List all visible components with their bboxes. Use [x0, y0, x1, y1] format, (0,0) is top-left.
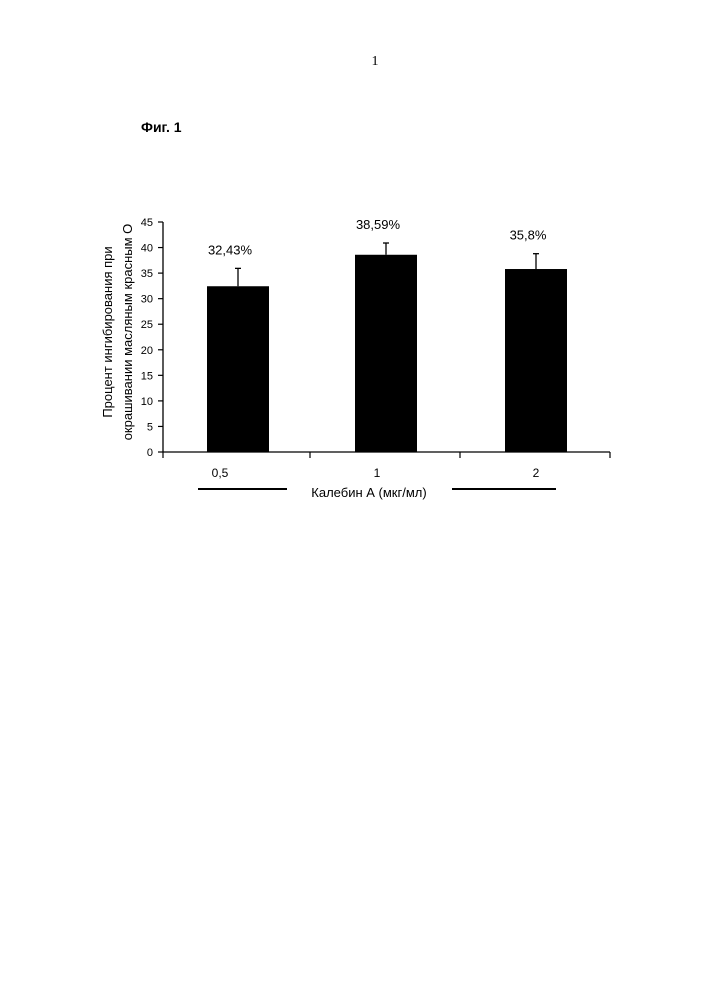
y-axis-title-line: окрашивании масляным красным О [120, 224, 135, 441]
x-axis-title-group: Калебин А (мкг/мл) [198, 485, 556, 500]
y-tick-label: 10 [141, 396, 153, 408]
x-axis [163, 452, 610, 458]
bar [207, 286, 269, 452]
y-axis: 0 5 10 15 20 25 30 35 40 45 [141, 217, 163, 459]
y-axis-label: Процент ингибирования при окрашивании мас… [100, 224, 135, 441]
y-tick-label: 40 [141, 243, 153, 255]
x-tick-label: 2 [533, 466, 540, 480]
y-axis-title-line: Процент ингибирования при [100, 246, 115, 417]
y-tick-label: 25 [141, 319, 153, 331]
x-tick-labels: 0,5 1 2 [212, 466, 540, 480]
x-tick-label: 1 [374, 466, 381, 480]
y-tick-label: 35 [141, 268, 153, 280]
data-label: 38,59% [356, 217, 401, 232]
x-axis-title: Калебин А (мкг/мл) [311, 485, 426, 500]
y-tick-label: 45 [141, 217, 153, 229]
y-tick-label: 30 [141, 294, 153, 306]
data-label: 32,43% [208, 242, 253, 257]
bar [505, 269, 567, 452]
x-tick-label: 0,5 [212, 466, 229, 480]
bar [355, 255, 417, 452]
y-tick-label: 15 [141, 370, 153, 382]
bars [207, 255, 567, 452]
y-tick-label: 20 [141, 345, 153, 357]
data-label: 35,8% [510, 228, 547, 243]
y-tick-label: 5 [147, 421, 153, 433]
y-tick-label: 0 [147, 447, 153, 459]
data-labels: 32,43% 38,59% 35,8% [208, 217, 547, 257]
